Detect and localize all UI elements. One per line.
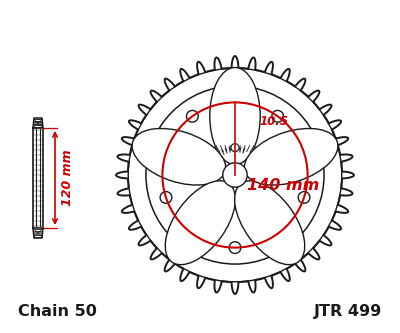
Polygon shape [33, 228, 43, 238]
Circle shape [272, 111, 284, 122]
Circle shape [231, 144, 239, 152]
Text: 120 mm: 120 mm [61, 150, 74, 206]
Circle shape [160, 191, 172, 203]
Ellipse shape [235, 181, 305, 265]
Circle shape [223, 163, 247, 187]
Text: 140 mm: 140 mm [247, 177, 319, 192]
Circle shape [186, 111, 198, 122]
Polygon shape [116, 56, 354, 294]
Text: 10.5: 10.5 [259, 116, 288, 129]
Circle shape [298, 191, 310, 203]
Ellipse shape [132, 129, 226, 185]
Polygon shape [33, 118, 43, 128]
Circle shape [210, 151, 259, 199]
Ellipse shape [165, 181, 235, 265]
Ellipse shape [210, 68, 260, 165]
Text: Chain 50: Chain 50 [18, 304, 97, 319]
Ellipse shape [244, 129, 338, 185]
Text: JTR 499: JTR 499 [314, 304, 382, 319]
Circle shape [229, 242, 241, 253]
